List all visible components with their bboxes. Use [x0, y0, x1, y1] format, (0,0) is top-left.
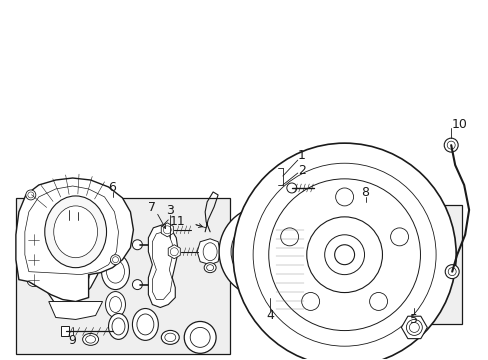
Circle shape: [26, 190, 36, 200]
Circle shape: [369, 292, 387, 310]
Circle shape: [260, 222, 269, 232]
Circle shape: [443, 138, 457, 152]
Bar: [16, 198, 229, 354]
Circle shape: [335, 188, 353, 206]
Circle shape: [286, 183, 296, 193]
Polygon shape: [197, 239, 220, 265]
Text: 11: 11: [169, 215, 185, 228]
Circle shape: [444, 265, 458, 279]
Text: 2: 2: [297, 163, 305, 176]
Circle shape: [132, 240, 142, 250]
Circle shape: [184, 321, 216, 353]
Ellipse shape: [161, 330, 179, 345]
Text: 10: 10: [450, 118, 466, 131]
Circle shape: [325, 274, 340, 289]
Ellipse shape: [376, 284, 392, 295]
Ellipse shape: [102, 254, 129, 289]
Ellipse shape: [45, 196, 106, 268]
Ellipse shape: [82, 333, 99, 345]
Text: 1: 1: [297, 149, 305, 162]
Circle shape: [27, 233, 41, 247]
Circle shape: [283, 239, 293, 249]
Text: 4: 4: [265, 309, 273, 322]
Polygon shape: [274, 222, 304, 318]
Circle shape: [282, 273, 296, 287]
Circle shape: [132, 280, 142, 289]
Circle shape: [219, 206, 310, 298]
Circle shape: [233, 143, 455, 360]
Bar: [267, 205, 461, 324]
Circle shape: [274, 267, 284, 277]
Ellipse shape: [54, 206, 98, 258]
Circle shape: [325, 252, 340, 267]
Circle shape: [282, 253, 296, 267]
Polygon shape: [42, 232, 101, 305]
Ellipse shape: [203, 263, 216, 273]
Polygon shape: [49, 302, 102, 319]
Polygon shape: [148, 225, 178, 307]
Circle shape: [406, 319, 422, 336]
Text: 3: 3: [166, 204, 174, 217]
Ellipse shape: [132, 309, 158, 340]
Text: 7: 7: [148, 201, 156, 215]
Ellipse shape: [108, 314, 128, 339]
Circle shape: [390, 228, 407, 246]
Circle shape: [236, 239, 246, 249]
Text: 9: 9: [69, 334, 77, 347]
Text: 6: 6: [108, 181, 116, 194]
Circle shape: [245, 267, 255, 277]
Ellipse shape: [105, 292, 125, 318]
Ellipse shape: [376, 264, 392, 275]
Ellipse shape: [376, 244, 392, 255]
Polygon shape: [68, 220, 78, 245]
Circle shape: [68, 210, 79, 220]
Circle shape: [280, 228, 298, 246]
Circle shape: [27, 273, 41, 287]
Polygon shape: [16, 178, 133, 302]
Polygon shape: [314, 226, 349, 314]
Text: 5: 5: [409, 313, 418, 326]
Circle shape: [110, 255, 120, 265]
Bar: [61, 327, 68, 336]
Text: 8: 8: [361, 186, 369, 199]
Circle shape: [334, 245, 354, 265]
Circle shape: [301, 292, 319, 310]
Polygon shape: [357, 222, 410, 316]
Circle shape: [27, 253, 41, 267]
